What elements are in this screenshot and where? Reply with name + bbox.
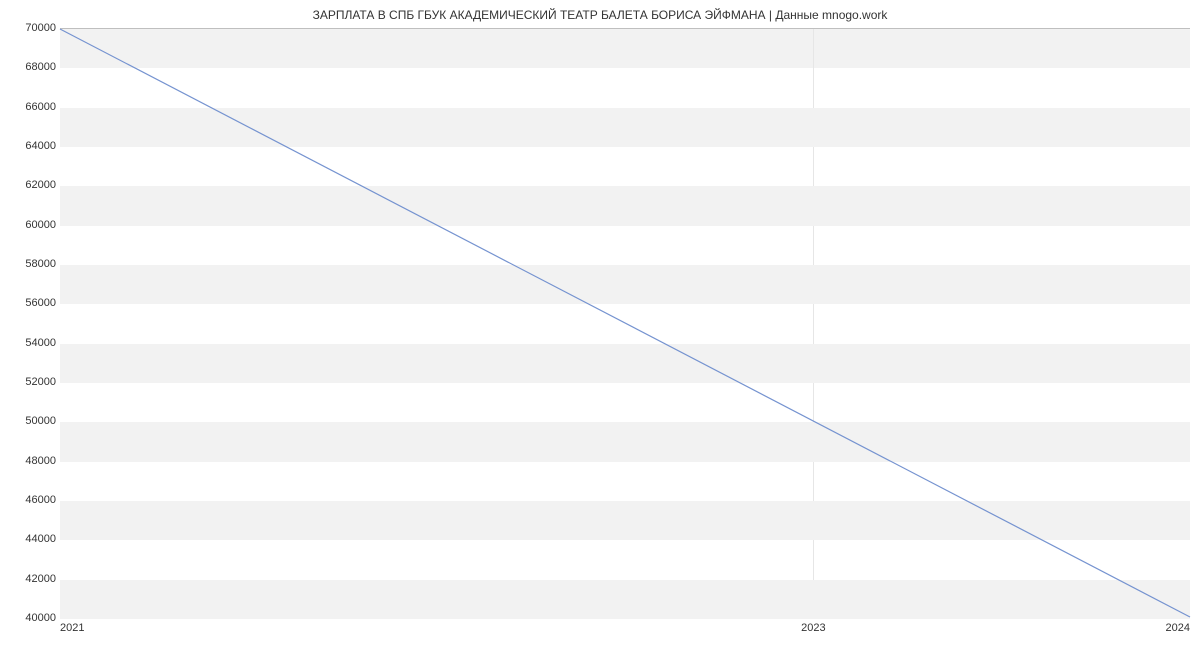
y-tick-label: 40000 — [6, 612, 56, 624]
y-tick-label: 42000 — [6, 573, 56, 585]
x-tick-label: 2024 — [1166, 622, 1190, 634]
line-series — [60, 29, 1190, 617]
chart-title: ЗАРПЛАТА В СПБ ГБУК АКАДЕМИЧЕСКИЙ ТЕАТР … — [0, 8, 1200, 22]
y-tick-label: 54000 — [6, 337, 56, 349]
y-tick-label: 52000 — [6, 376, 56, 388]
x-tick-label: 2021 — [60, 622, 84, 634]
y-tick-label: 70000 — [6, 22, 56, 34]
y-tick-label: 62000 — [6, 179, 56, 191]
y-tick-label: 58000 — [6, 258, 56, 270]
plot-area — [60, 28, 1190, 618]
y-tick-label: 48000 — [6, 455, 56, 467]
y-tick-label: 60000 — [6, 219, 56, 231]
salary-chart: ЗАРПЛАТА В СПБ ГБУК АКАДЕМИЧЕСКИЙ ТЕАТР … — [0, 0, 1200, 650]
y-tick-label: 64000 — [6, 140, 56, 152]
x-tick-label: 2023 — [801, 622, 825, 634]
y-tick-label: 66000 — [6, 101, 56, 113]
y-tick-label: 44000 — [6, 533, 56, 545]
y-tick-label: 46000 — [6, 494, 56, 506]
y-tick-label: 56000 — [6, 297, 56, 309]
y-tick-label: 50000 — [6, 415, 56, 427]
y-tick-label: 68000 — [6, 61, 56, 73]
